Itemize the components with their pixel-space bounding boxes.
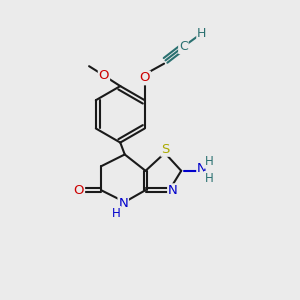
Text: H: H	[112, 207, 121, 220]
Text: H: H	[205, 155, 213, 168]
Text: H: H	[197, 27, 206, 40]
Text: N: N	[118, 197, 128, 210]
Text: O: O	[74, 184, 84, 196]
Text: S: S	[161, 143, 169, 156]
Text: N: N	[197, 162, 207, 175]
Text: O: O	[140, 71, 150, 84]
Text: H: H	[205, 172, 213, 185]
Text: C: C	[179, 40, 188, 53]
Text: N: N	[168, 184, 178, 197]
Text: O: O	[99, 69, 109, 82]
